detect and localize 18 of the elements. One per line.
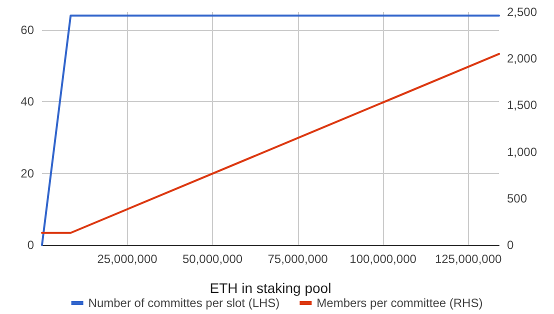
- y-tick-label: 40: [20, 94, 34, 109]
- y2-tick-label: 1,500: [507, 98, 538, 112]
- y-tick-label: 60: [20, 22, 34, 37]
- y2-tick-label: 1,000: [507, 144, 538, 159]
- y2-tick-label: 0: [507, 238, 514, 252]
- x-tick-label: 100,000,000: [350, 252, 417, 266]
- y-tick-label: 20: [20, 166, 34, 180]
- x-tick-label: 75,000,000: [268, 252, 328, 266]
- legend-label: Number of committes per slot (LHS): [88, 296, 280, 310]
- x-tick-label: 50,000,000: [182, 252, 243, 266]
- y-tick-label: 0: [27, 238, 34, 252]
- legend-label: Members per committee (RHS): [316, 296, 483, 310]
- y2-tick-label: 500: [507, 191, 528, 206]
- x-tick-label: 25,000,000: [97, 252, 158, 266]
- y2-tick-label: 2,500: [507, 5, 538, 19]
- x-axis-title: ETH in staking pool: [210, 280, 332, 296]
- x-tick-label: 125,000,000: [434, 252, 502, 266]
- y2-tick-label: 2,000: [507, 52, 538, 66]
